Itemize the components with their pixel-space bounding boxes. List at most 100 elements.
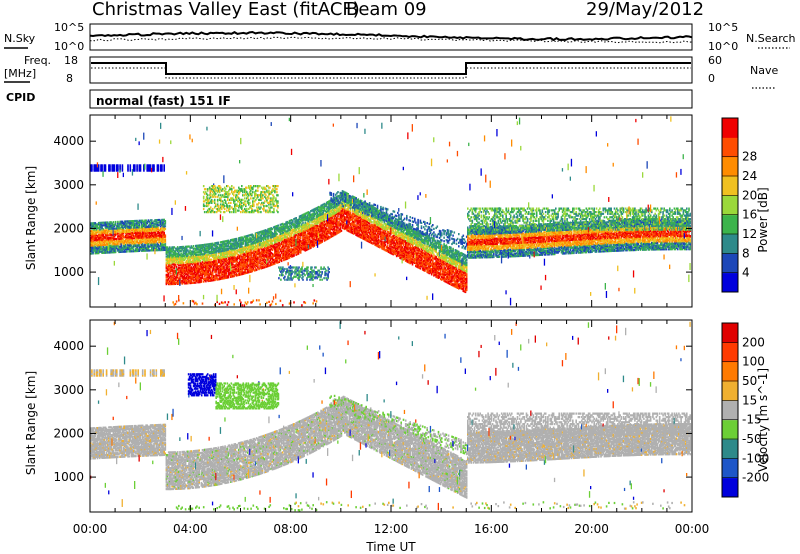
data-cell — [337, 191, 339, 193]
data-cell — [333, 193, 335, 195]
nave-tick-bottom: 0 — [708, 72, 715, 85]
data-cell — [154, 249, 155, 254]
data-cell — [96, 201, 97, 204]
data-cell — [338, 221, 340, 223]
data-cell — [239, 160, 240, 163]
data-cell — [224, 301, 226, 303]
data-cell — [300, 237, 302, 239]
data-cell — [268, 301, 270, 303]
data-cell — [114, 261, 115, 266]
data-cell — [193, 300, 195, 302]
data-cell — [210, 269, 212, 271]
data-cell — [222, 216, 223, 222]
data-cell — [284, 252, 285, 255]
data-cell — [312, 284, 313, 287]
data-cell — [117, 172, 118, 178]
data-cell — [236, 238, 238, 240]
data-cell — [136, 164, 138, 166]
data-cell — [239, 299, 241, 301]
data-cell — [137, 204, 138, 210]
data-cell — [119, 170, 120, 173]
data-cell — [200, 260, 202, 262]
data-cell — [241, 304, 243, 306]
data-cell — [134, 164, 136, 166]
data-cell — [123, 173, 124, 177]
data-cell — [140, 164, 142, 166]
data-cell — [237, 227, 238, 231]
cpid-label: CPID — [6, 91, 35, 104]
data-cell — [175, 303, 177, 305]
data-cell — [130, 164, 132, 166]
data-cell — [233, 303, 235, 305]
data-cell — [200, 231, 201, 236]
data-cell — [119, 164, 121, 166]
data-cell — [170, 273, 172, 275]
data-cell — [240, 138, 241, 144]
data-cell — [275, 294, 276, 299]
nave-label: Nave — [750, 64, 778, 77]
data-cell — [291, 149, 292, 155]
data-cell — [302, 262, 303, 267]
data-cell — [165, 220, 167, 222]
nsearch-label: N.Search — [746, 32, 796, 45]
cpid-text: normal (fast) 151 IF — [96, 94, 231, 108]
nsky-tick-bottom: 10^0 — [54, 40, 84, 53]
data-cell — [189, 134, 190, 139]
freq-tick-bottom: 8 — [66, 72, 73, 85]
data-cell — [176, 266, 178, 268]
data-cell — [178, 295, 179, 302]
data-cell — [244, 304, 246, 306]
data-cell — [328, 179, 329, 185]
data-cell — [162, 157, 163, 162]
data-cell — [151, 219, 153, 221]
data-cell — [271, 122, 272, 126]
data-cell — [163, 232, 165, 234]
data-cell — [153, 164, 155, 166]
data-cell — [253, 234, 255, 236]
data-cell — [163, 295, 164, 301]
nsearch-tick-bottom: 10^0 — [708, 40, 738, 53]
data-cell — [316, 300, 318, 302]
data-cell — [280, 300, 282, 302]
data-cell — [320, 160, 321, 167]
data-cell — [330, 192, 332, 194]
data-cell — [293, 301, 295, 303]
data-cell — [102, 171, 103, 177]
data-cell — [203, 295, 204, 299]
data-cell — [253, 300, 255, 302]
power-data-layer — [90, 116, 691, 306]
data-cell — [327, 214, 328, 221]
data-cell — [98, 164, 100, 166]
nsky-label: N.Sky — [4, 32, 36, 45]
data-cell — [91, 164, 93, 166]
data-cell — [256, 233, 257, 238]
data-cell — [139, 141, 140, 145]
data-cell — [163, 164, 165, 166]
data-cell — [227, 304, 229, 306]
data-cell — [266, 302, 268, 304]
data-cell — [233, 285, 234, 290]
data-cell — [114, 164, 116, 166]
data-cell — [228, 301, 230, 303]
data-cell — [105, 164, 107, 166]
data-cell — [271, 303, 273, 305]
freq-unit: [MHz] — [4, 67, 36, 80]
data-cell — [183, 302, 185, 304]
data-cell — [165, 238, 167, 240]
data-cell — [312, 302, 314, 304]
data-cell — [333, 124, 334, 127]
data-cell — [196, 303, 198, 305]
data-cell — [294, 283, 295, 287]
nave-tick-top: 60 — [708, 54, 722, 67]
data-cell — [219, 303, 221, 305]
data-cell — [192, 139, 193, 143]
data-cell — [275, 303, 277, 305]
data-cell — [341, 230, 343, 232]
data-cell — [115, 221, 117, 223]
data-cell — [289, 118, 290, 121]
data-cell — [206, 127, 207, 131]
data-cell — [223, 175, 224, 183]
data-cell — [272, 242, 274, 244]
data-cell — [292, 192, 293, 196]
data-cell — [337, 227, 339, 229]
